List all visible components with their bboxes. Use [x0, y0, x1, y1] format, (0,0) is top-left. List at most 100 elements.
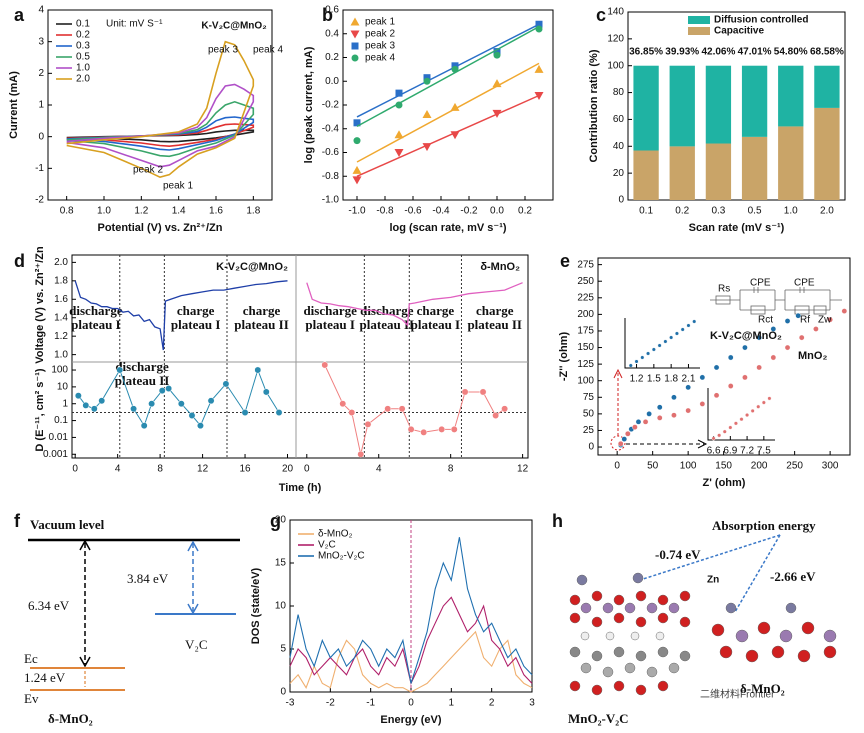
pointer	[639, 534, 781, 581]
diffusion-line	[78, 368, 280, 427]
vacuum-label: Vacuum level	[30, 517, 105, 532]
marker	[423, 74, 431, 82]
y-tick-label: 0.2	[325, 52, 339, 63]
diffusion-point	[357, 450, 365, 458]
x-axis-label: Potential (V) vs. Zn²⁺/Zn	[98, 222, 223, 234]
series-label: MnO₂	[798, 350, 827, 362]
marker	[451, 65, 459, 73]
y-tick-label: 1.8	[54, 275, 68, 286]
x-tick-label: 0	[614, 461, 620, 472]
diffusion-point	[364, 420, 372, 428]
data-point	[635, 419, 642, 425]
y-tick-label: 0	[280, 687, 286, 698]
data-point	[733, 421, 738, 426]
series-label: K-V₂C@MnO₂	[710, 330, 782, 342]
diffusion-point	[398, 405, 406, 413]
x-tick-label: 12	[197, 464, 209, 475]
data-point	[727, 383, 734, 389]
marker	[534, 64, 544, 73]
circuit-label: CPE	[794, 278, 815, 289]
x-axis-label: Z' (ohm)	[703, 477, 746, 489]
plateau-label: plateau II	[360, 317, 415, 332]
y-tick-label: 80	[613, 87, 625, 98]
circuit-label: Rs	[718, 284, 730, 295]
plateau-label: discharge	[115, 359, 169, 374]
value-label: 54.80%	[774, 46, 808, 57]
x-tick-label: 1.4	[172, 206, 186, 217]
y-tick-label: 0.6	[325, 5, 339, 16]
data-point	[646, 411, 652, 417]
plateau-label: discharge	[303, 303, 357, 318]
plateau-label: plateau I	[71, 317, 120, 332]
bar-segment	[669, 65, 695, 147]
y-tick-label: -0.6	[322, 147, 340, 158]
data-point	[674, 331, 679, 336]
energy-label: 1.24 eV	[24, 670, 66, 685]
bar-segment	[741, 136, 768, 200]
y-tick-label: 20	[275, 515, 287, 526]
marker	[450, 131, 460, 140]
y-tick-label: 0.001	[43, 449, 68, 460]
x-tick-label: 250	[786, 461, 803, 472]
plateau-label: discharge	[69, 303, 123, 318]
data-point	[750, 408, 755, 413]
data-point	[699, 374, 706, 381]
legend-label: 0.2	[76, 30, 90, 41]
circuit-label: CPE	[750, 278, 771, 289]
x-tick-label: 0.2	[675, 206, 689, 217]
x-tick-label: 200	[751, 461, 768, 472]
marker	[394, 149, 404, 157]
plateau-label: charge	[476, 303, 514, 318]
data-point	[686, 323, 691, 328]
voltage-line	[306, 282, 523, 327]
data-point	[713, 392, 720, 399]
arrow-head	[613, 368, 623, 379]
diffusion-point	[384, 405, 392, 413]
x-tick-label: -0.6	[404, 206, 422, 217]
data-point	[663, 339, 668, 344]
series-line	[66, 123, 255, 148]
data-point	[656, 415, 663, 421]
legend-swatch	[688, 27, 710, 35]
fit-line	[356, 23, 540, 118]
x-tick-label: 0.1	[639, 206, 653, 217]
ion-label: Zn	[707, 575, 719, 586]
diffusion-point	[262, 388, 270, 396]
x-tick-label: 1.0	[784, 206, 798, 217]
data-point	[813, 326, 819, 332]
x-axis-label: Energy (eV)	[380, 714, 441, 726]
material-label: V₂C	[185, 637, 208, 652]
data-point	[642, 419, 649, 425]
y-tick-label: 200	[577, 309, 594, 320]
panel-letter: c	[596, 5, 606, 25]
x-axis-label: Time (h)	[279, 482, 322, 494]
legend-label: peak 3	[365, 41, 395, 52]
data-point	[770, 354, 777, 361]
series-line	[66, 83, 255, 168]
data-point	[671, 394, 677, 401]
data-point	[669, 335, 674, 340]
series-line	[66, 100, 255, 158]
circuit-label: Rct	[758, 315, 773, 326]
y-tick-label: 0	[618, 195, 624, 206]
y-tick-label: 3	[38, 36, 44, 47]
marker	[492, 109, 502, 118]
plot-frame	[627, 11, 846, 201]
data-point	[717, 433, 722, 438]
x-tick-label: 0.5	[748, 206, 762, 217]
diffusion-point	[407, 425, 415, 433]
energy-label: 3.84 eV	[127, 571, 169, 586]
series-line	[66, 116, 255, 151]
data-point	[827, 316, 833, 323]
circuit-label: Rf	[800, 315, 810, 326]
data-point	[728, 425, 733, 430]
marker	[394, 130, 404, 139]
energy-label: -0.74 eV	[655, 547, 701, 562]
bar-segment	[741, 65, 768, 137]
x-tick-label: -1	[366, 698, 375, 709]
annotation: peak 4	[253, 45, 283, 56]
x-tick-label: 16	[239, 464, 251, 475]
diffusion-point	[158, 387, 166, 395]
diffusion-point	[165, 385, 173, 392]
diffusion-point	[207, 397, 215, 405]
